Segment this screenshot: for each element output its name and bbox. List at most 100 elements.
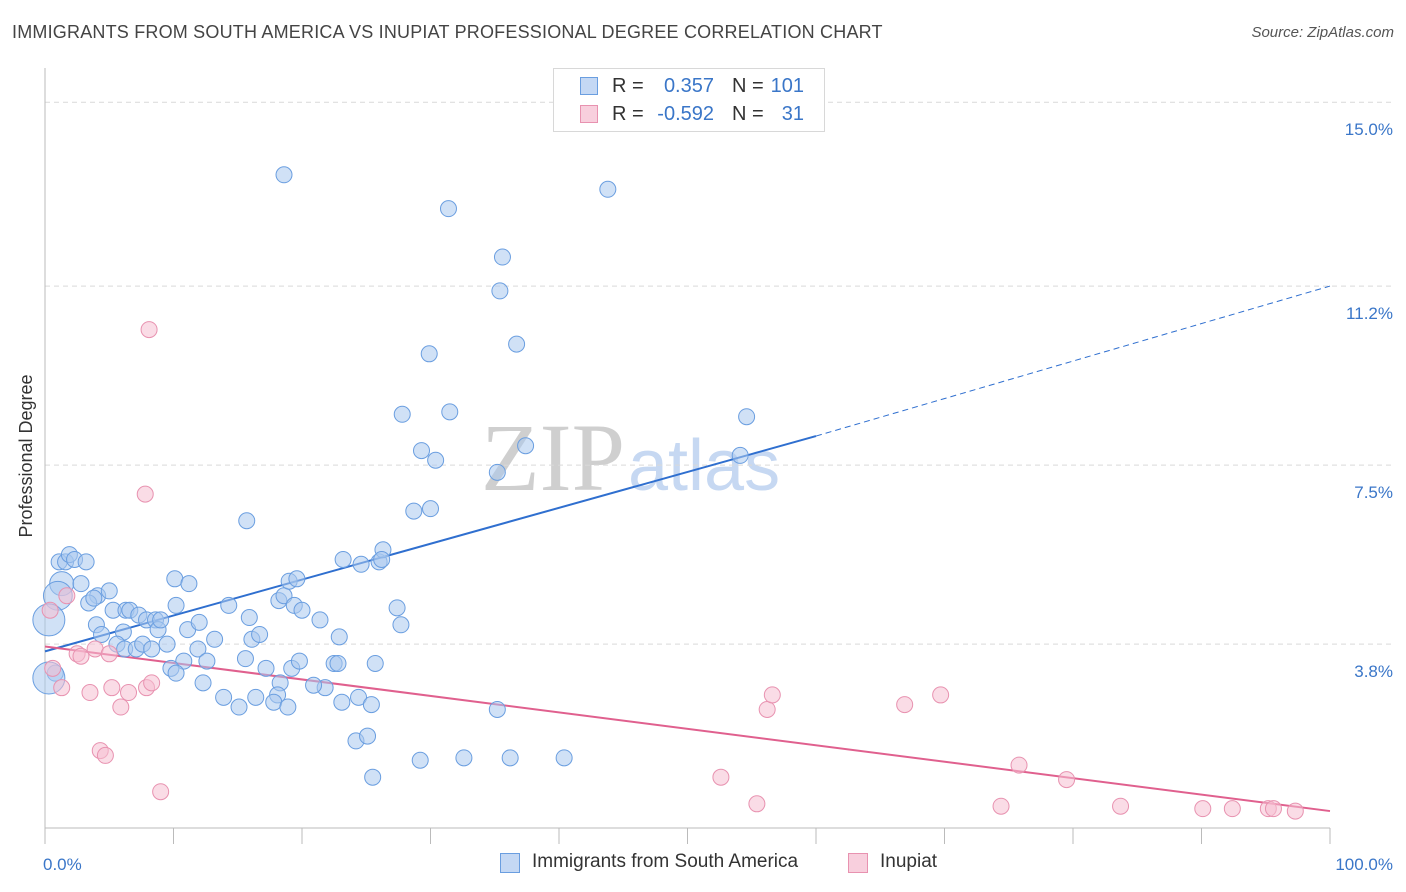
immigrants-point: [305, 676, 323, 694]
immigrants-point: [275, 166, 293, 184]
axes: [44, 68, 1331, 844]
immigrants-point: [366, 654, 384, 672]
trend-lines: [44, 285, 1331, 813]
immigrants-point: [731, 446, 749, 464]
inupiat-point: [120, 684, 138, 702]
immigrants-point: [330, 628, 348, 646]
inupiat-point: [72, 647, 90, 665]
immigrants-point: [488, 463, 506, 481]
immigrants-point: [455, 749, 473, 767]
immigrants-point: [422, 500, 439, 518]
immigrants-point: [293, 601, 311, 619]
inupiat-point: [712, 768, 730, 786]
inupiat-point: [1194, 800, 1212, 818]
immigrants-point: [190, 613, 208, 631]
inupiat-point: [748, 795, 766, 813]
immigrants-point: [100, 582, 118, 600]
immigrants-point: [413, 442, 431, 460]
inupiat-point: [1223, 800, 1241, 818]
immigrants-point: [189, 640, 207, 658]
watermark-atlas: atlas: [628, 426, 780, 506]
inupiat-point: [1010, 756, 1028, 774]
immigrants-point: [491, 282, 509, 300]
immigrants-point: [359, 727, 377, 745]
inupiat-point: [103, 679, 121, 697]
inupiat-point: [1058, 771, 1076, 789]
immigrants-point: [334, 550, 352, 568]
inupiat-point: [96, 746, 114, 764]
immigrants-point: [166, 570, 184, 588]
immigrants-point: [420, 345, 438, 363]
immigrants-point: [352, 555, 370, 573]
immigrants-point: [220, 596, 238, 614]
immigrants-point: [329, 654, 347, 672]
immigrants-point: [175, 652, 193, 670]
inupiat-point: [758, 700, 776, 718]
immigrants-point: [427, 451, 445, 469]
y-tick-label: 7.5%: [1354, 483, 1393, 502]
immigrants-point: [488, 700, 506, 718]
legend-r-label: R =: [612, 103, 644, 125]
immigrants-point: [167, 664, 185, 682]
immigrants-point: [251, 625, 269, 643]
inupiat-point: [763, 686, 781, 704]
immigrants-point: [439, 200, 457, 218]
watermark: ZIP atlas: [481, 404, 780, 511]
immigrants-point: [198, 652, 216, 670]
legend-label-immigrants: Immigrants from South America: [532, 851, 799, 872]
inupiat-point: [992, 797, 1010, 815]
immigrants-point: [158, 635, 176, 653]
legend-swatch-blue: [580, 77, 598, 95]
immigrants-point: [93, 625, 111, 643]
legend-r-label: R =: [612, 75, 644, 97]
immigrants-point: [388, 599, 406, 617]
immigrants-point: [167, 596, 185, 614]
y-tick-label: 3.8%: [1354, 662, 1393, 681]
x-tick-label-min: 0.0%: [43, 855, 82, 874]
inupiat-point: [136, 485, 154, 503]
immigrants-point: [143, 640, 161, 658]
inupiat-point: [86, 640, 104, 658]
immigrants-point: [311, 611, 329, 629]
gridlines: [45, 101, 1395, 645]
immigrants-point: [180, 575, 198, 593]
immigrants-point: [362, 696, 380, 714]
legend-swatch-pink: [580, 105, 598, 123]
immigrants-point: [350, 688, 368, 706]
immigrants-point: [373, 550, 391, 568]
immigrants-point: [738, 408, 756, 426]
inupiat-point: [58, 587, 76, 605]
immigrants-point: [236, 650, 254, 668]
inupiat-point: [44, 659, 62, 677]
watermark-zip: ZIP: [481, 404, 625, 511]
immigrants-point: [290, 652, 308, 670]
immigrants-point: [240, 609, 258, 627]
legend-swatch-pink: [848, 853, 868, 873]
inupiat-point: [41, 601, 59, 619]
legend-swatch-blue: [500, 853, 520, 873]
source-credit: Source: ZipAtlas.com: [1251, 24, 1394, 41]
inupiat-point: [1286, 802, 1304, 820]
immigrants-point: [215, 688, 233, 706]
immigrants-point: [230, 698, 248, 716]
tick-labels: 3.8% 7.5% 11.2% 15.0% 0.0% 100.0%: [43, 120, 1393, 874]
immigrants-point: [206, 630, 224, 648]
immigrants-point: [238, 512, 256, 530]
inupiat-trend-line: [44, 645, 1331, 813]
inupiat-point: [932, 686, 950, 704]
inupiat-point: [112, 698, 130, 716]
correlation-legend: R = 0.357 N = 101 R = -0.592 N = 31: [553, 68, 825, 132]
legend-n-label: N =: [732, 103, 764, 125]
immigrants-point: [247, 688, 265, 706]
immigrants-point: [265, 693, 283, 711]
immigrants-point: [441, 403, 459, 421]
inupiat-point: [53, 679, 71, 697]
y-tick-label: 15.0%: [1345, 120, 1393, 139]
legend-r-value: -0.592: [657, 103, 714, 125]
immigrants-point: [72, 575, 90, 593]
immigrants-point: [599, 180, 617, 198]
x-tick-label-max: 100.0%: [1335, 855, 1393, 874]
series-inupiat-points: [41, 321, 1304, 820]
legend-n-value: 31: [781, 103, 804, 125]
